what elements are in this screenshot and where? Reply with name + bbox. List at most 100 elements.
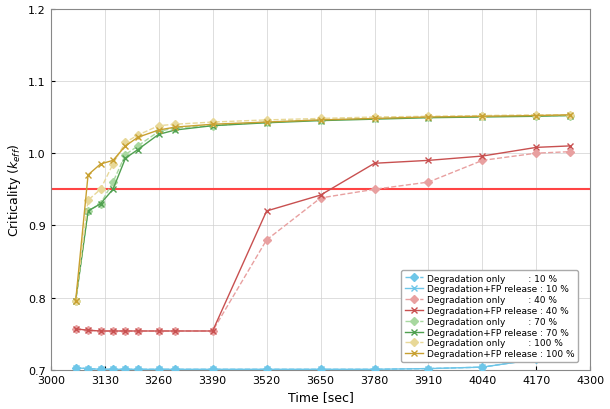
Line: Degradation only        : 40 %: Degradation only : 40 % xyxy=(73,150,572,334)
Degradation only        : 70 %: (3.52e+03, 1.04): 70 %: (3.52e+03, 1.04) xyxy=(263,120,270,125)
Degradation only        : 10 %: (3.91e+03, 0.702): 10 %: (3.91e+03, 0.702) xyxy=(425,366,432,371)
Degradation+FP release : 70 %: (3.09e+03, 0.92): 70 %: (3.09e+03, 0.92) xyxy=(84,209,92,214)
Degradation only        : 10 %: (3.09e+03, 0.702): 10 %: (3.09e+03, 0.702) xyxy=(84,366,92,371)
Degradation only        : 40 %: (3.78e+03, 0.95): 40 %: (3.78e+03, 0.95) xyxy=(371,187,378,192)
Line: Degradation+FP release : 10 %: Degradation+FP release : 10 % xyxy=(72,352,573,373)
Line: Degradation+FP release : 70 %: Degradation+FP release : 70 % xyxy=(72,113,573,305)
Degradation only        : 40 %: (4.04e+03, 0.99): 40 %: (4.04e+03, 0.99) xyxy=(479,159,486,164)
Degradation+FP release : 100 %: (3.12e+03, 0.985): 100 %: (3.12e+03, 0.985) xyxy=(97,162,104,167)
Degradation+FP release : 40 %: (3.06e+03, 0.757): 40 %: (3.06e+03, 0.757) xyxy=(72,326,79,331)
Degradation+FP release : 100 %: (3.65e+03, 1.05): 100 %: (3.65e+03, 1.05) xyxy=(317,118,324,123)
Line: Degradation only        : 10 %: Degradation only : 10 % xyxy=(73,353,572,372)
Degradation only        : 70 %: (3.15e+03, 0.96): 70 %: (3.15e+03, 0.96) xyxy=(109,180,117,185)
Degradation only        : 10 %: (4.04e+03, 0.704): 10 %: (4.04e+03, 0.704) xyxy=(479,365,486,370)
Degradation only        : 40 %: (3.3e+03, 0.754): 40 %: (3.3e+03, 0.754) xyxy=(171,329,179,334)
Degradation+FP release : 40 %: (3.09e+03, 0.755): 40 %: (3.09e+03, 0.755) xyxy=(84,328,92,333)
Degradation only        : 100 %: (3.65e+03, 1.05): 100 %: (3.65e+03, 1.05) xyxy=(317,117,324,121)
Degradation+FP release : 10 %: (3.78e+03, 0.701): 10 %: (3.78e+03, 0.701) xyxy=(371,367,378,372)
Degradation only        : 100 %: (3.09e+03, 0.935): 100 %: (3.09e+03, 0.935) xyxy=(84,198,92,203)
Line: Degradation+FP release : 40 %: Degradation+FP release : 40 % xyxy=(72,143,573,335)
Degradation+FP release : 70 %: (3.3e+03, 1.03): 70 %: (3.3e+03, 1.03) xyxy=(171,128,179,133)
Degradation+FP release : 40 %: (3.15e+03, 0.754): 40 %: (3.15e+03, 0.754) xyxy=(109,329,117,334)
Y-axis label: Criticality ($k_{eff}$): Criticality ($k_{eff}$) xyxy=(5,143,23,236)
Degradation only        : 100 %: (3.18e+03, 1.01): 100 %: (3.18e+03, 1.01) xyxy=(122,141,129,146)
Degradation+FP release : 70 %: (3.91e+03, 1.05): 70 %: (3.91e+03, 1.05) xyxy=(425,116,432,121)
Degradation+FP release : 10 %: (4.17e+03, 0.715): 10 %: (4.17e+03, 0.715) xyxy=(533,357,540,362)
Degradation+FP release : 70 %: (4.04e+03, 1.05): 70 %: (4.04e+03, 1.05) xyxy=(479,115,486,120)
Degradation+FP release : 100 %: (3.06e+03, 0.795): 100 %: (3.06e+03, 0.795) xyxy=(72,299,79,304)
Degradation+FP release : 70 %: (3.06e+03, 0.795): 70 %: (3.06e+03, 0.795) xyxy=(72,299,79,304)
Degradation only        : 10 %: (4.25e+03, 0.72): 10 %: (4.25e+03, 0.72) xyxy=(566,353,573,358)
Degradation+FP release : 100 %: (3.78e+03, 1.05): 100 %: (3.78e+03, 1.05) xyxy=(371,117,378,121)
Degradation only        : 70 %: (3.91e+03, 1.05): 70 %: (3.91e+03, 1.05) xyxy=(425,115,432,120)
Degradation+FP release : 10 %: (3.15e+03, 0.701): 10 %: (3.15e+03, 0.701) xyxy=(109,367,117,372)
Degradation+FP release : 10 %: (4.04e+03, 0.704): 10 %: (4.04e+03, 0.704) xyxy=(479,365,486,370)
Degradation only        : 70 %: (3.09e+03, 0.92): 70 %: (3.09e+03, 0.92) xyxy=(84,209,92,214)
Degradation only        : 70 %: (3.18e+03, 0.998): 70 %: (3.18e+03, 0.998) xyxy=(122,153,129,157)
Degradation+FP release : 10 %: (3.52e+03, 0.701): 10 %: (3.52e+03, 0.701) xyxy=(263,367,270,372)
Degradation+FP release : 70 %: (3.39e+03, 1.04): 70 %: (3.39e+03, 1.04) xyxy=(209,124,217,129)
Degradation+FP release : 70 %: (3.15e+03, 0.95): 70 %: (3.15e+03, 0.95) xyxy=(109,187,117,192)
Degradation only        : 100 %: (4.17e+03, 1.05): 100 %: (4.17e+03, 1.05) xyxy=(533,113,540,118)
Degradation+FP release : 10 %: (3.06e+03, 0.703): 10 %: (3.06e+03, 0.703) xyxy=(72,366,79,371)
Degradation+FP release : 70 %: (3.52e+03, 1.04): 70 %: (3.52e+03, 1.04) xyxy=(263,121,270,126)
Degradation+FP release : 100 %: (3.3e+03, 1.04): 100 %: (3.3e+03, 1.04) xyxy=(171,125,179,130)
Degradation only        : 100 %: (4.04e+03, 1.05): 100 %: (4.04e+03, 1.05) xyxy=(479,114,486,119)
Degradation+FP release : 100 %: (3.15e+03, 0.99): 100 %: (3.15e+03, 0.99) xyxy=(109,159,117,164)
Degradation only        : 40 %: (3.91e+03, 0.96): 40 %: (3.91e+03, 0.96) xyxy=(425,180,432,185)
Degradation only        : 100 %: (3.15e+03, 0.985): 100 %: (3.15e+03, 0.985) xyxy=(109,162,117,167)
Degradation only        : 100 %: (3.06e+03, 0.795): 100 %: (3.06e+03, 0.795) xyxy=(72,299,79,304)
Degradation only        : 10 %: (3.26e+03, 0.701): 10 %: (3.26e+03, 0.701) xyxy=(155,367,162,372)
Degradation+FP release : 40 %: (3.39e+03, 0.754): 40 %: (3.39e+03, 0.754) xyxy=(209,329,217,334)
Degradation only        : 10 %: (3.06e+03, 0.703): 10 %: (3.06e+03, 0.703) xyxy=(72,366,79,371)
Degradation only        : 10 %: (3.65e+03, 0.701): 10 %: (3.65e+03, 0.701) xyxy=(317,367,324,372)
Degradation only        : 70 %: (3.3e+03, 1.03): 70 %: (3.3e+03, 1.03) xyxy=(171,126,179,131)
Degradation only        : 10 %: (4.17e+03, 0.715): 10 %: (4.17e+03, 0.715) xyxy=(533,357,540,362)
Degradation+FP release : 70 %: (3.26e+03, 1.03): 70 %: (3.26e+03, 1.03) xyxy=(155,133,162,137)
Degradation+FP release : 70 %: (3.18e+03, 0.993): 70 %: (3.18e+03, 0.993) xyxy=(122,156,129,161)
Degradation only        : 10 %: (3.52e+03, 0.701): 10 %: (3.52e+03, 0.701) xyxy=(263,367,270,372)
Degradation+FP release : 70 %: (3.21e+03, 1): 70 %: (3.21e+03, 1) xyxy=(134,148,142,153)
Degradation only        : 70 %: (4.17e+03, 1.05): 70 %: (4.17e+03, 1.05) xyxy=(533,114,540,119)
Degradation only        : 70 %: (3.78e+03, 1.05): 70 %: (3.78e+03, 1.05) xyxy=(371,117,378,121)
Degradation only        : 100 %: (3.78e+03, 1.05): 100 %: (3.78e+03, 1.05) xyxy=(371,115,378,120)
Degradation+FP release : 70 %: (4.25e+03, 1.05): 70 %: (4.25e+03, 1.05) xyxy=(566,114,573,119)
Degradation only        : 70 %: (4.04e+03, 1.05): 70 %: (4.04e+03, 1.05) xyxy=(479,115,486,119)
Degradation+FP release : 40 %: (3.91e+03, 0.99): 40 %: (3.91e+03, 0.99) xyxy=(425,159,432,164)
Degradation+FP release : 10 %: (3.91e+03, 0.702): 10 %: (3.91e+03, 0.702) xyxy=(425,366,432,371)
Degradation only        : 10 %: (3.18e+03, 0.701): 10 %: (3.18e+03, 0.701) xyxy=(122,367,129,372)
Degradation+FP release : 70 %: (4.17e+03, 1.05): 70 %: (4.17e+03, 1.05) xyxy=(533,115,540,119)
Degradation only        : 40 %: (3.15e+03, 0.754): 40 %: (3.15e+03, 0.754) xyxy=(109,329,117,334)
Line: Degradation only        : 70 %: Degradation only : 70 % xyxy=(73,113,572,304)
Degradation+FP release : 10 %: (3.09e+03, 0.702): 10 %: (3.09e+03, 0.702) xyxy=(84,366,92,371)
Degradation+FP release : 10 %: (3.18e+03, 0.701): 10 %: (3.18e+03, 0.701) xyxy=(122,367,129,372)
Degradation only        : 40 %: (3.52e+03, 0.88): 40 %: (3.52e+03, 0.88) xyxy=(263,238,270,243)
Degradation+FP release : 40 %: (3.52e+03, 0.92): 40 %: (3.52e+03, 0.92) xyxy=(263,209,270,214)
Degradation only        : 40 %: (3.65e+03, 0.938): 40 %: (3.65e+03, 0.938) xyxy=(317,196,324,201)
Degradation only        : 70 %: (3.12e+03, 0.93): 70 %: (3.12e+03, 0.93) xyxy=(97,202,104,207)
Degradation only        : 10 %: (3.12e+03, 0.701): 10 %: (3.12e+03, 0.701) xyxy=(97,367,104,372)
Degradation+FP release : 70 %: (3.65e+03, 1.04): 70 %: (3.65e+03, 1.04) xyxy=(317,119,324,124)
Degradation+FP release : 100 %: (3.26e+03, 1.03): 100 %: (3.26e+03, 1.03) xyxy=(155,128,162,133)
Degradation only        : 10 %: (3.78e+03, 0.701): 10 %: (3.78e+03, 0.701) xyxy=(371,367,378,372)
Degradation only        : 10 %: (3.39e+03, 0.701): 10 %: (3.39e+03, 0.701) xyxy=(209,367,217,372)
Degradation+FP release : 40 %: (4.17e+03, 1.01): 40 %: (4.17e+03, 1.01) xyxy=(533,146,540,151)
Degradation+FP release : 100 %: (4.25e+03, 1.05): 100 %: (4.25e+03, 1.05) xyxy=(566,113,573,118)
Degradation+FP release : 70 %: (3.12e+03, 0.93): 70 %: (3.12e+03, 0.93) xyxy=(97,202,104,207)
Degradation only        : 40 %: (4.25e+03, 1): 40 %: (4.25e+03, 1) xyxy=(566,150,573,155)
Degradation only        : 10 %: (3.3e+03, 0.701): 10 %: (3.3e+03, 0.701) xyxy=(171,367,179,372)
Degradation+FP release : 40 %: (3.3e+03, 0.754): 40 %: (3.3e+03, 0.754) xyxy=(171,329,179,334)
Degradation+FP release : 10 %: (3.65e+03, 0.701): 10 %: (3.65e+03, 0.701) xyxy=(317,367,324,372)
Degradation+FP release : 10 %: (3.12e+03, 0.701): 10 %: (3.12e+03, 0.701) xyxy=(97,367,104,372)
Degradation only        : 70 %: (3.65e+03, 1.05): 70 %: (3.65e+03, 1.05) xyxy=(317,118,324,123)
Degradation+FP release : 100 %: (4.17e+03, 1.05): 100 %: (4.17e+03, 1.05) xyxy=(533,114,540,119)
Degradation only        : 70 %: (3.21e+03, 1.01): 70 %: (3.21e+03, 1.01) xyxy=(134,144,142,149)
Degradation only        : 100 %: (3.91e+03, 1.05): 100 %: (3.91e+03, 1.05) xyxy=(425,115,432,119)
Degradation only        : 40 %: (3.12e+03, 0.754): 40 %: (3.12e+03, 0.754) xyxy=(97,329,104,334)
Degradation+FP release : 10 %: (3.3e+03, 0.701): 10 %: (3.3e+03, 0.701) xyxy=(171,367,179,372)
Legend: Degradation only        : 10 %, Degradation+FP release : 10 %, Degradation only : Degradation only : 10 %, Degradation+FP … xyxy=(401,270,578,362)
Degradation only        : 100 %: (4.25e+03, 1.05): 100 %: (4.25e+03, 1.05) xyxy=(566,113,573,118)
Degradation+FP release : 40 %: (4.25e+03, 1.01): 40 %: (4.25e+03, 1.01) xyxy=(566,144,573,149)
Degradation+FP release : 40 %: (4.04e+03, 0.996): 40 %: (4.04e+03, 0.996) xyxy=(479,154,486,159)
Degradation+FP release : 100 %: (3.91e+03, 1.05): 100 %: (3.91e+03, 1.05) xyxy=(425,115,432,120)
